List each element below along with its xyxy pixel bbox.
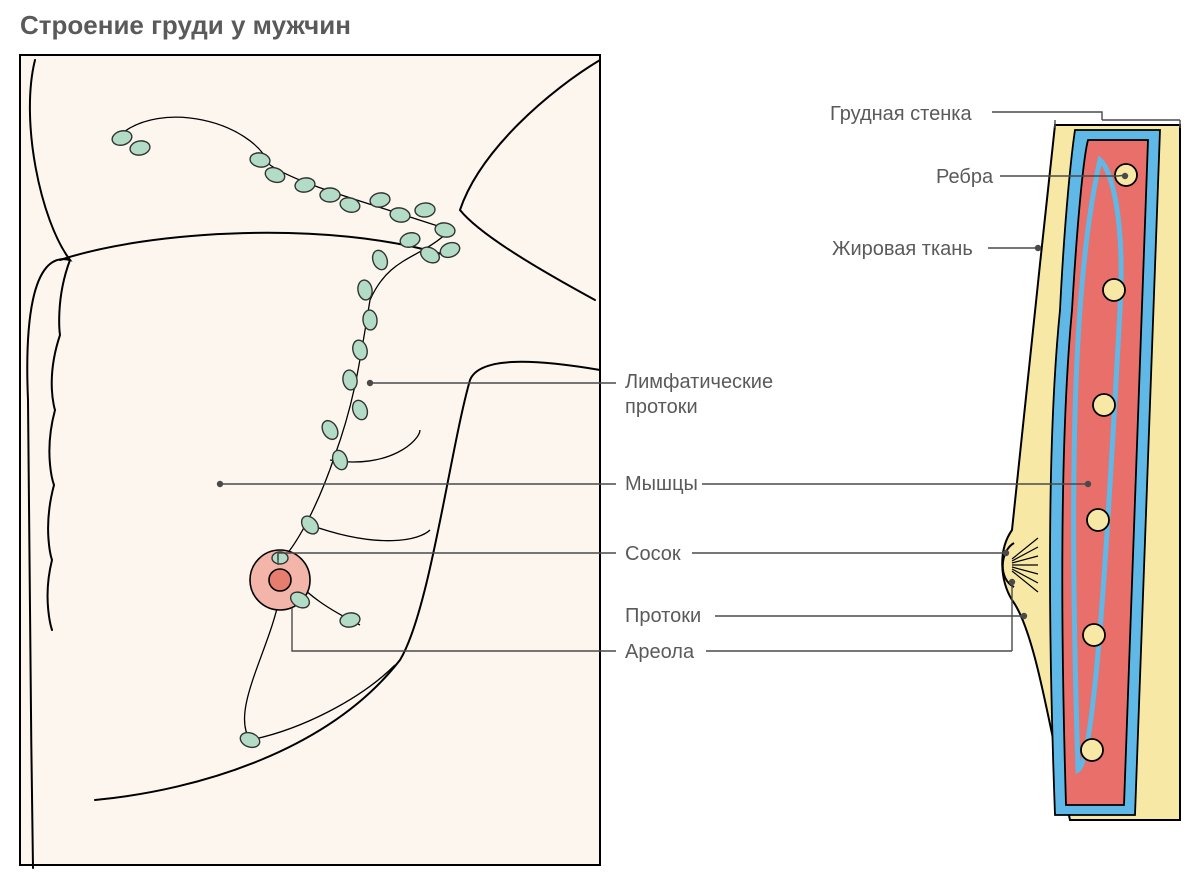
label-muscles: Мышцы — [625, 472, 698, 497]
label-ribs: Ребра — [936, 165, 993, 190]
label-nipple: Сосок — [625, 542, 681, 567]
front-view-diagram — [20, 55, 600, 868]
label-fat: Жировая ткань — [832, 237, 973, 262]
diagram-canvas — [0, 0, 1200, 878]
label-areola: Ареола — [625, 640, 694, 665]
label-ducts: Протоки — [625, 604, 701, 629]
cross-section-diagram — [1002, 125, 1180, 820]
label-lymph-ducts: Лимфатические протоки — [625, 370, 773, 420]
label-chest-wall: Грудная стенка — [830, 102, 972, 127]
